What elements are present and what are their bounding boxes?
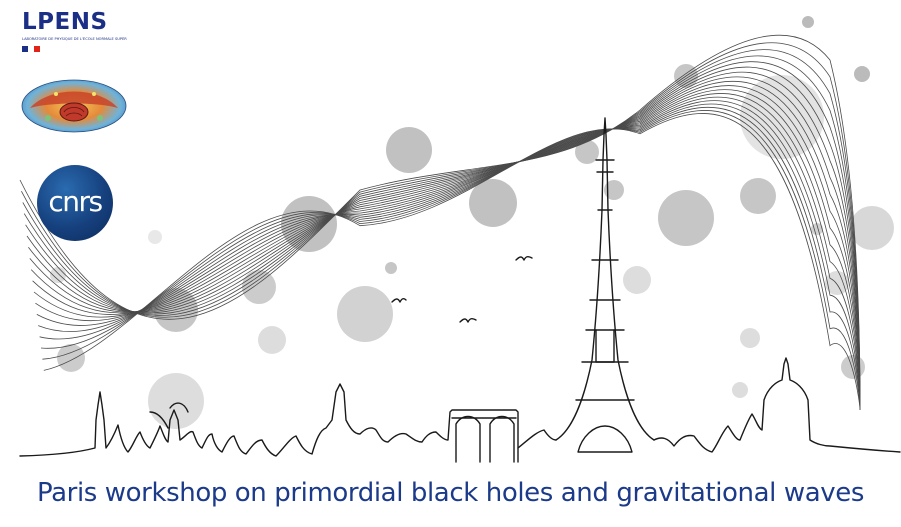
blob-25 — [811, 223, 823, 235]
blob-0 — [386, 127, 432, 173]
french-flag-icon — [22, 37, 40, 52]
black-hole-blobs — [50, 16, 894, 429]
wave-line-14 — [39, 103, 861, 411]
blob-9 — [658, 190, 714, 246]
blob-5 — [281, 196, 337, 252]
lpens-logo-subtitle: LABORATOIRE DE PHYSIQUE DE L'ÉCOLE NORMA… — [22, 37, 127, 41]
blob-26 — [732, 382, 748, 398]
wave-line-9 — [32, 85, 861, 411]
blob-13 — [242, 270, 276, 304]
blob-22 — [740, 328, 760, 348]
wave-line-16 — [42, 110, 861, 411]
blob-16 — [385, 262, 397, 274]
wave-line-17 — [43, 113, 861, 411]
blob-24 — [825, 271, 849, 295]
lpens-logo-wordmark: LPENS — [22, 9, 108, 35]
wave-line-12 — [36, 96, 861, 411]
blob-6 — [469, 179, 517, 227]
wave-line-8 — [30, 81, 861, 411]
page-title: Paris workshop on primordial black holes… — [37, 478, 864, 508]
blob-12 — [148, 230, 162, 244]
blob-23 — [841, 355, 865, 379]
blob-14 — [154, 288, 198, 332]
blob-19 — [148, 373, 204, 429]
gravitational-wave-lines — [19, 34, 861, 411]
blob-11 — [850, 206, 894, 250]
wave-line-11 — [35, 93, 861, 411]
wave-line-0 — [19, 34, 861, 411]
cnrs-logo-wordmark: cnrs — [48, 184, 103, 218]
blob-8 — [604, 180, 624, 200]
cmb-sky-map-icon — [21, 79, 127, 133]
blob-15 — [337, 286, 393, 342]
wave-line-15 — [40, 106, 861, 411]
blob-21 — [623, 266, 651, 294]
blob-10 — [740, 178, 776, 214]
wave-line-1 — [21, 42, 861, 411]
blob-3 — [802, 16, 814, 28]
lpens-logo: LPENS LABORATOIRE DE PHYSIQUE DE L'ÉCOLE… — [22, 9, 132, 52]
blob-18 — [57, 344, 85, 372]
wave-line-10 — [33, 89, 861, 411]
blob-20 — [258, 326, 286, 354]
wave-line-13 — [38, 100, 861, 411]
blob-4 — [740, 75, 824, 159]
cnrs-logo: cnrs — [37, 165, 113, 241]
blob-2 — [854, 66, 870, 82]
blob-7 — [575, 140, 599, 164]
paris-skyline — [19, 117, 901, 463]
